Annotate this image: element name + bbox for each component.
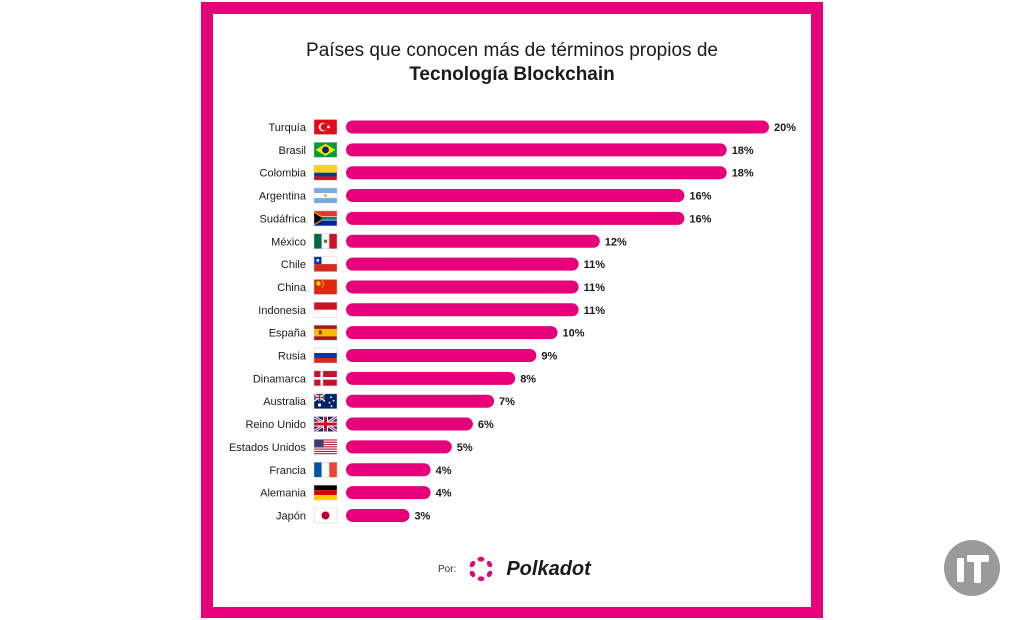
- bar: [346, 417, 473, 431]
- russia-flag-icon: [313, 347, 338, 364]
- bar: [346, 326, 558, 340]
- category-label: Dinamarca: [253, 373, 307, 385]
- value-label: 16%: [689, 191, 711, 203]
- bar: [346, 280, 579, 294]
- value-label: 9%: [541, 351, 557, 363]
- footer: Por: Polkadot: [438, 556, 591, 582]
- bar: [346, 394, 495, 408]
- category-label: Australia: [263, 396, 307, 408]
- value-label: 4%: [436, 488, 452, 500]
- category-label: México: [271, 236, 306, 248]
- australia-flag-icon: [313, 393, 338, 409]
- category-label: España: [269, 328, 307, 340]
- bar: [346, 234, 600, 248]
- chart-title: Países que conocen más de términos propi…: [306, 40, 718, 61]
- value-label: 8%: [520, 373, 536, 385]
- bar: [346, 440, 452, 454]
- mexico-flag-icon: [313, 233, 338, 249]
- value-label: 11%: [584, 282, 606, 294]
- china-flag-icon: [313, 279, 338, 295]
- category-label: Francia: [269, 465, 307, 477]
- it-watermark-logo: [944, 540, 1000, 596]
- value-label: 5%: [457, 442, 473, 454]
- indonesia-flag-icon: [313, 302, 338, 318]
- united-states-flag-icon: [313, 439, 338, 455]
- category-label: Sudáfrica: [260, 213, 307, 225]
- category-label: Chile: [281, 259, 306, 271]
- united-kingdom-flag-icon: [313, 415, 338, 433]
- bar: [346, 257, 579, 271]
- chile-flag-icon: [313, 256, 338, 272]
- value-label: 12%: [605, 236, 627, 248]
- japan-flag-icon: [313, 507, 338, 524]
- brazil-flag-icon: [313, 142, 338, 158]
- south-africa-flag-icon: [313, 210, 338, 227]
- category-label: Colombia: [260, 168, 307, 180]
- colombia-flag-icon: [313, 164, 338, 181]
- category-label: Alemania: [260, 488, 307, 500]
- value-label: 4%: [436, 465, 452, 477]
- turkey-flag-icon: [313, 119, 338, 135]
- category-label: Reino Unido: [245, 419, 306, 431]
- value-label: 18%: [732, 168, 754, 180]
- value-label: 11%: [584, 259, 606, 271]
- value-label: 10%: [563, 328, 585, 340]
- denmark-flag-icon: [313, 370, 338, 387]
- chart-subtitle: Tecnología Blockchain: [409, 64, 615, 85]
- value-label: 6%: [478, 419, 494, 431]
- bar: [346, 349, 537, 362]
- category-label: Japón: [276, 510, 306, 522]
- value-label: 3%: [414, 510, 430, 522]
- value-label: 20%: [774, 122, 796, 134]
- category-label: Indonesia: [258, 305, 307, 317]
- bar: [346, 486, 431, 500]
- bar: [346, 508, 410, 522]
- spain-flag-icon: [313, 324, 338, 341]
- bar: [346, 211, 685, 225]
- brand-name: Polkadot: [506, 557, 591, 580]
- polkadot-logo-icon: [470, 556, 493, 582]
- value-label: 16%: [689, 213, 711, 225]
- bar: [346, 120, 769, 134]
- category-label: China: [277, 282, 307, 294]
- value-label: 7%: [499, 396, 515, 408]
- value-label: 18%: [732, 145, 754, 157]
- category-label: Brasil: [278, 145, 306, 157]
- by-label: Por:: [438, 563, 457, 575]
- germany-flag-icon: [313, 484, 338, 501]
- bar: [346, 143, 727, 157]
- bar: [346, 166, 727, 180]
- category-label: Argentina: [259, 191, 307, 203]
- category-label: Estados Unidos: [229, 442, 307, 454]
- argentina-flag-icon: [313, 187, 338, 204]
- bar: [346, 463, 431, 477]
- category-label: Turquía: [268, 122, 306, 134]
- value-label: 11%: [584, 305, 606, 317]
- bar: [346, 303, 579, 317]
- bar: [346, 189, 685, 203]
- bar: [346, 371, 516, 385]
- france-flag-icon: [313, 462, 338, 478]
- category-label: Rusia: [278, 351, 307, 363]
